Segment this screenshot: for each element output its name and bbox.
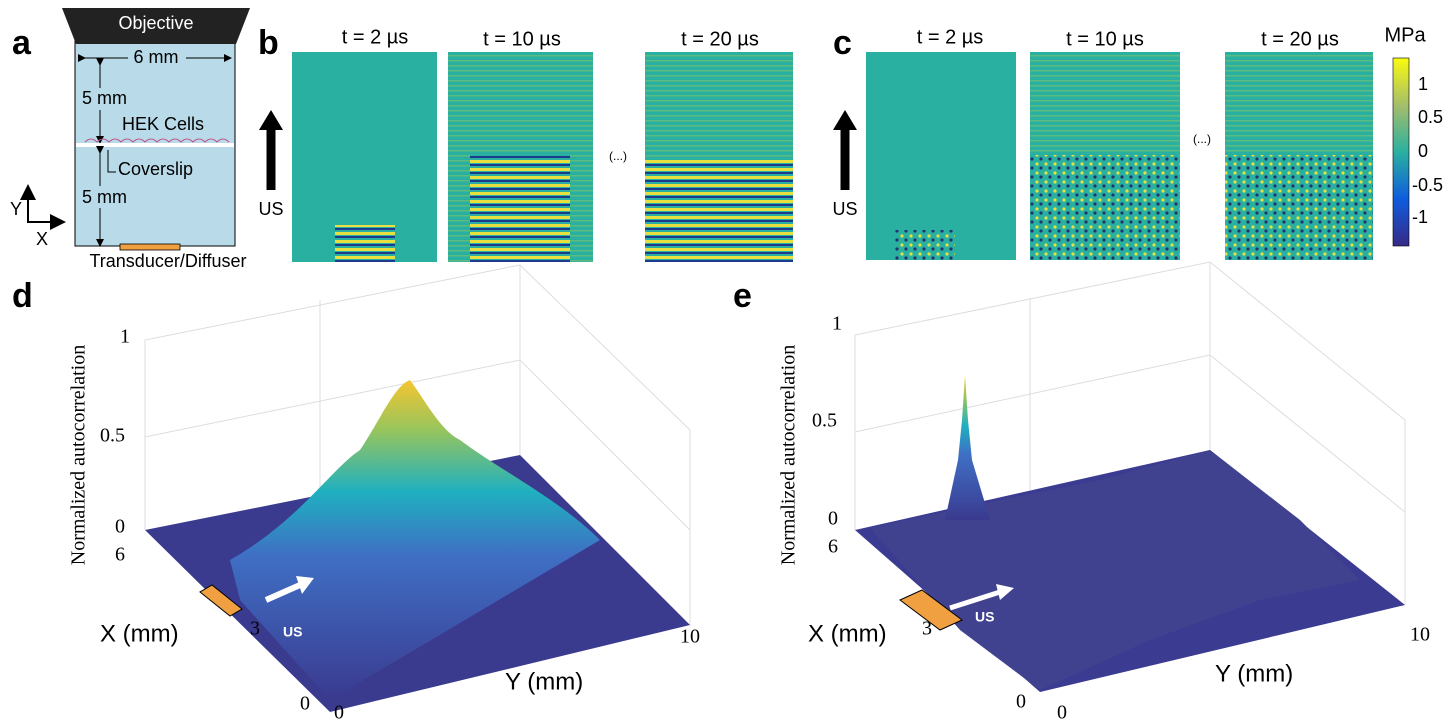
axis-y: Y bbox=[10, 199, 22, 219]
cells-label: HEK Cells bbox=[122, 114, 204, 134]
axes-icon bbox=[27, 193, 66, 230]
time-label: t = 10 µs bbox=[1066, 28, 1144, 50]
y-axis-label: Y (mm) bbox=[505, 668, 583, 695]
z-tick-label: 0.5 bbox=[100, 425, 125, 447]
wavefront bbox=[1030, 155, 1180, 260]
us-arrow-head bbox=[259, 110, 283, 130]
width-label: 6 mm bbox=[134, 47, 179, 67]
chamber bbox=[74, 37, 236, 247]
y-tick-label: 0 bbox=[334, 702, 344, 721]
panel-label: e bbox=[733, 277, 752, 315]
z-axis-label: Normalized autocorrelation bbox=[778, 345, 800, 565]
transducer bbox=[199, 584, 243, 617]
us-label: US bbox=[832, 199, 857, 219]
label-bg bbox=[80, 88, 132, 110]
time-label: t = 10 µs bbox=[483, 28, 561, 50]
panel-label: b bbox=[258, 24, 279, 62]
z-tick-label: 1 bbox=[832, 313, 842, 335]
z-tick-label: 0 bbox=[115, 516, 125, 538]
panel-label: a bbox=[12, 24, 32, 62]
wavefront bbox=[645, 158, 793, 262]
cells bbox=[84, 138, 230, 143]
y-tick-label: 10 bbox=[1410, 624, 1430, 646]
wavefront bbox=[1225, 155, 1373, 260]
label-bg bbox=[128, 48, 186, 68]
us-arrow-head bbox=[996, 584, 1014, 600]
surface bbox=[230, 380, 600, 700]
x-axis-label: X (mm) bbox=[808, 620, 887, 647]
objective bbox=[62, 8, 250, 44]
x-axis-label: X (mm) bbox=[100, 620, 179, 647]
y-axis-label: Y (mm) bbox=[1215, 660, 1293, 687]
colorbar-tick: -1 bbox=[1412, 207, 1428, 227]
z-axis-label: Normalized autocorrelation bbox=[68, 345, 90, 565]
wavefront bbox=[335, 225, 395, 262]
pointer bbox=[107, 150, 116, 173]
field-image bbox=[866, 52, 1016, 260]
z-tick-label: 0 bbox=[828, 508, 838, 530]
colorbar bbox=[1392, 57, 1410, 247]
objective-label: Objective bbox=[118, 13, 193, 33]
time-label: t = 2 µs bbox=[342, 26, 409, 48]
wavefront bbox=[895, 230, 955, 260]
panel-label: d bbox=[12, 277, 33, 315]
us-arrow bbox=[264, 582, 302, 603]
colorbar-tick: 0 bbox=[1418, 141, 1428, 161]
surface bbox=[870, 450, 1360, 690]
time-label: t = 20 µs bbox=[1261, 28, 1339, 50]
us-arrow bbox=[949, 589, 1001, 611]
us-label: US bbox=[283, 624, 302, 640]
y-tick-label: 10 bbox=[680, 626, 700, 648]
y-tick-label: 0 bbox=[1057, 702, 1067, 721]
3d-box bbox=[144, 264, 691, 625]
surface-peak bbox=[945, 375, 990, 520]
colorbar-tick: 1 bbox=[1418, 74, 1428, 94]
time-label: t = 2 µs bbox=[917, 26, 984, 48]
colorbar-tick: 0.5 bbox=[1418, 107, 1443, 127]
depth-label: 5 mm bbox=[82, 187, 127, 207]
coverslip-label: Coverslip bbox=[118, 159, 193, 179]
us-arrow-head bbox=[833, 110, 857, 130]
z-tick-label: 0.5 bbox=[812, 410, 837, 432]
us-arrow-head bbox=[296, 576, 314, 594]
transducer bbox=[119, 243, 181, 251]
z-tick-label: 1 bbox=[120, 326, 130, 348]
x-tick-label: 6 bbox=[115, 544, 125, 566]
us-label: US bbox=[258, 199, 283, 219]
us-label: US bbox=[975, 609, 994, 625]
x-tick-label: 6 bbox=[828, 536, 838, 558]
ellipsis: (...) bbox=[1193, 132, 1211, 146]
label-bg bbox=[80, 186, 132, 208]
wavefront bbox=[470, 155, 570, 262]
panel-label: c bbox=[833, 24, 852, 62]
transducer-label: Transducer/Diffuser bbox=[89, 251, 246, 271]
time-label: t = 20 µs bbox=[681, 28, 759, 50]
x-tick-label: 3 bbox=[250, 618, 260, 640]
colorbar-unit: MPa bbox=[1384, 24, 1426, 46]
ellipsis: (...) bbox=[609, 149, 627, 163]
colorbar-tick: -0.5 bbox=[1412, 175, 1443, 195]
x-tick-label: 0 bbox=[300, 693, 310, 715]
3d-box bbox=[854, 261, 1406, 605]
transducer bbox=[899, 589, 963, 631]
x-tick-label: 3 bbox=[922, 618, 932, 640]
depth-label: 5 mm bbox=[82, 88, 127, 108]
axis-x: X bbox=[36, 229, 48, 249]
x-tick-label: 0 bbox=[1016, 691, 1026, 713]
